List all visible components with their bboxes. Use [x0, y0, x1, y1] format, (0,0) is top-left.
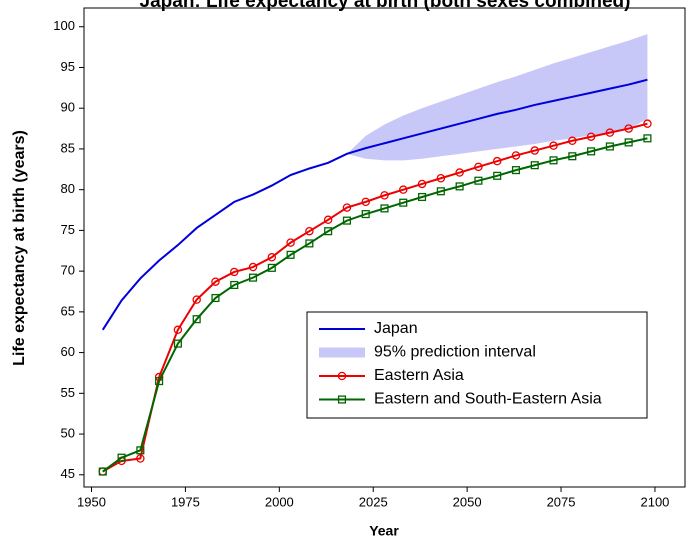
marker	[173, 339, 182, 348]
marker	[493, 171, 502, 180]
y-tick-label: 45	[61, 466, 75, 481]
marker	[474, 176, 483, 185]
marker	[361, 197, 370, 207]
x-tick-label: 2100	[640, 494, 669, 509]
marker	[337, 395, 347, 404]
legend-label: 95% prediction interval	[374, 344, 536, 361]
marker	[399, 198, 408, 207]
marker	[323, 215, 333, 225]
y-tick-label: 90	[61, 100, 75, 115]
marker	[624, 138, 633, 147]
marker	[324, 227, 333, 236]
marker	[267, 253, 277, 262]
marker	[342, 216, 351, 225]
marker	[286, 238, 295, 247]
marker	[173, 325, 183, 335]
x-tick-label: 2050	[453, 494, 482, 509]
y-tick-label: 60	[61, 344, 75, 359]
marker	[605, 142, 614, 151]
x-tick-label: 2075	[547, 494, 576, 509]
y-tick-label: 50	[61, 425, 75, 440]
y-tick-label: 100	[53, 18, 75, 33]
marker	[417, 179, 427, 189]
marker	[136, 454, 145, 463]
legend-label: Eastern Asia	[374, 367, 464, 384]
marker	[305, 239, 314, 248]
marker	[248, 273, 258, 282]
y-tick-label: 75	[61, 222, 75, 237]
marker	[361, 210, 370, 219]
x-tick-label: 1950	[77, 494, 106, 509]
marker	[305, 226, 314, 236]
marker	[568, 152, 577, 161]
y-tick-label: 95	[61, 59, 75, 74]
x-tick-label: 2000	[265, 494, 294, 509]
plot-frame	[83, 7, 686, 488]
chart-title: Japan: Life expectancy at birth (both se…	[140, 0, 631, 12]
y-tick-label: 65	[61, 303, 75, 318]
y-tick-label: 85	[61, 140, 75, 155]
marker	[155, 377, 164, 386]
prediction-interval	[346, 34, 648, 161]
marker	[436, 174, 446, 183]
marker	[211, 293, 220, 303]
marker	[192, 315, 201, 324]
marker	[643, 119, 652, 128]
marker	[136, 446, 145, 455]
marker	[248, 262, 258, 272]
marker	[530, 146, 540, 155]
marker	[117, 453, 126, 462]
marker	[211, 277, 220, 286]
x-axis-label: Year	[369, 523, 399, 539]
marker	[605, 128, 615, 137]
marker	[455, 182, 464, 191]
marker	[568, 136, 577, 146]
marker	[643, 134, 652, 143]
marker	[192, 295, 201, 304]
marker	[587, 147, 596, 156]
marker	[229, 267, 239, 277]
y-axis-label: Life expectancy at birth (years)	[11, 130, 28, 366]
series-line	[101, 78, 648, 331]
series-line	[102, 137, 648, 473]
marker	[511, 166, 521, 175]
x-tick-label: 2025	[359, 494, 388, 509]
marker	[455, 168, 464, 177]
marker	[530, 161, 539, 170]
marker	[230, 280, 239, 290]
marker	[380, 191, 389, 200]
marker	[418, 192, 427, 202]
marker	[98, 467, 107, 476]
marker	[511, 151, 521, 160]
y-tick-label: 80	[61, 181, 75, 196]
marker	[624, 124, 633, 133]
x-tick-label: 1975	[171, 494, 200, 509]
y-tick-label: 55	[61, 385, 75, 400]
legend-label: Eastern and South-Eastern Asia	[374, 391, 602, 408]
marker	[380, 204, 389, 213]
marker	[286, 250, 295, 259]
marker	[549, 141, 558, 150]
marker	[436, 187, 445, 196]
legend-label: Japan	[374, 320, 418, 337]
marker	[586, 132, 596, 141]
marker	[399, 185, 408, 194]
marker	[337, 371, 347, 381]
series-line	[102, 122, 648, 473]
y-tick-label: 70	[61, 263, 75, 278]
marker	[474, 162, 483, 172]
marker	[267, 263, 276, 272]
marker	[492, 156, 502, 166]
marker	[342, 203, 352, 212]
marker	[549, 156, 558, 165]
